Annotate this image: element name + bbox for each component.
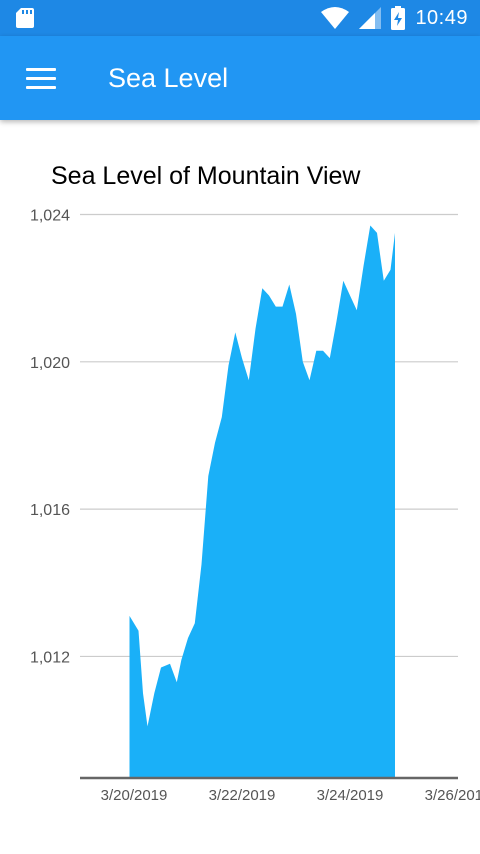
wifi-icon — [321, 7, 349, 29]
y-tick-label: 1,024 — [30, 208, 70, 225]
y-tick-label: 1,020 — [30, 355, 70, 372]
content-area: Sea Level of Mountain View 1,012 1,016 1,0… — [0, 120, 480, 854]
app-bar: Sea Level — [0, 36, 480, 120]
app-title: Sea Level — [108, 63, 228, 94]
sd-card-icon — [16, 8, 34, 28]
sea-level-chart: 1,012 1,016 1,020 1,024 3/20/2019 3/22/2019 3/… — [0, 120, 480, 854]
x-tick-label: 3/24/2019 — [317, 787, 384, 804]
y-tick-label: 1,012 — [30, 649, 70, 666]
x-tick-label: 3/22/2019 — [209, 787, 276, 804]
hamburger-menu-icon[interactable] — [16, 60, 68, 96]
status-time: 10:49 — [415, 7, 468, 30]
status-bar: 10:49 — [0, 0, 480, 36]
area-series-0 — [130, 226, 396, 779]
x-tick-label: 3/20/2019 — [101, 787, 168, 804]
battery-charging-icon — [391, 6, 405, 30]
y-tick-label: 1,016 — [30, 502, 70, 519]
cell-signal-icon — [359, 7, 381, 29]
x-tick-label: 3/26/2019 — [425, 787, 480, 804]
